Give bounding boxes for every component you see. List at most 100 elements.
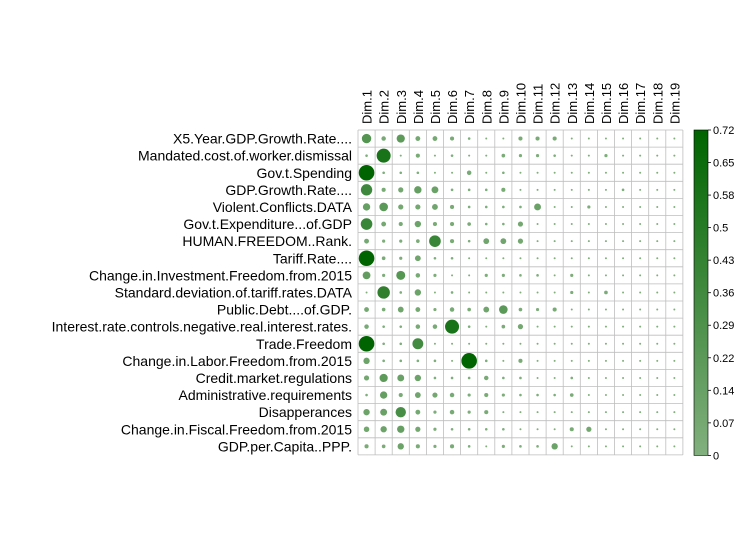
dot-Change.in.Fiscal.Freedom.from.2015-Dim.5 (433, 427, 437, 431)
dot-Interest.rate.controls.negative.real.interest.rates.-Dim.6 (445, 319, 460, 334)
dot-Tariff.Rate....-Dim.4 (414, 255, 421, 262)
dot-Tariff.Rate....-Dim.17 (639, 257, 642, 260)
dot-Violent.Conflicts.DATA-Dim.3 (398, 204, 404, 210)
row-labels: X5.Year.GDP.Growth.Rate....Mandated.cost… (52, 131, 353, 455)
dot-Disapperances-Dim.2 (380, 408, 388, 416)
dot-Interest.rate.controls.negative.real.interest.rates.-Dim.15 (604, 325, 607, 328)
dot-Change.in.Labor.Freedom.from.2015-Dim.17 (639, 359, 642, 362)
dot-HUMAN.FREEDOM..Rank.-Dim.5 (429, 235, 441, 247)
row-label: Public.Debt....of.GDP. (217, 302, 352, 318)
dot-GDP.per.Capita..PPP.-Dim.12 (551, 443, 558, 450)
dot-Mandated.cost.of.worker.dismissal-Dim.11 (535, 154, 540, 158)
dot-Interest.rate.controls.negative.real.interest.rates.-Dim.11 (536, 325, 539, 328)
dot-Change.in.Investment.Freedom.from.2015-Dim.16 (622, 274, 625, 277)
dot-Mandated.cost.of.worker.dismissal-Dim.15 (604, 154, 608, 158)
dot-Gov.t.Expenditure...of.GDP-Dim.4 (414, 220, 422, 228)
dot-X5.Year.GDP.Growth.Rate....-Dim.4 (415, 136, 421, 141)
dot-Change.in.Labor.Freedom.from.2015-Dim.16 (622, 359, 625, 362)
dot-HUMAN.FREEDOM..Rank.-Dim.8 (483, 238, 490, 245)
dot-Gov.t.Expenditure...of.GDP-Dim.1 (360, 218, 373, 230)
dot-Change.in.Labor.Freedom.from.2015-Dim.10 (518, 358, 523, 363)
dot-Mandated.cost.of.worker.dismissal-Dim.4 (415, 153, 420, 158)
dot-Disapperances-Dim.19 (673, 411, 676, 414)
column-label: Dim.12 (548, 83, 563, 124)
dot-Disapperances-Dim.8 (484, 410, 489, 415)
dot-Change.in.Investment.Freedom.from.2015-Dim.7 (468, 274, 471, 277)
dot-Disapperances-Dim.4 (415, 409, 421, 415)
dot-Disapperances-Dim.11 (536, 411, 539, 414)
dot-HUMAN.FREEDOM..Rank.-Dim.1 (364, 238, 369, 244)
dot-Violent.Conflicts.DATA-Dim.19 (673, 205, 676, 208)
dot-Trade.Freedom-Dim.10 (519, 342, 522, 345)
dot-Gov.t.Expenditure...of.GDP-Dim.18 (656, 223, 659, 226)
dot-Public.Debt....of.GDP.-Dim.8 (483, 306, 490, 313)
dot-Violent.Conflicts.DATA-Dim.8 (484, 205, 488, 209)
dot-Trade.Freedom-Dim.4 (412, 338, 424, 350)
dot-Standard.deviation.of.tariff.rates.DATA-Dim.14 (587, 291, 590, 294)
row-label: Mandated.cost.of.worker.dismissal (138, 148, 352, 164)
column-label: Dim.7 (462, 90, 477, 124)
column-label: Dim.14 (582, 83, 597, 124)
dot-Change.in.Investment.Freedom.from.2015-Dim.4 (415, 273, 421, 278)
dot-GDP.per.Capita..PPP.-Dim.8 (485, 445, 488, 448)
dot-Gov.t.Expenditure...of.GDP-Dim.13 (570, 223, 573, 226)
dot-Gov.t.Spending-Dim.5 (433, 171, 436, 174)
dot-Standard.deviation.of.tariff.rates.DATA-Dim.4 (414, 289, 422, 296)
dot-Administrative.requirements-Dim.14 (587, 394, 590, 397)
dot-Change.in.Fiscal.Freedom.from.2015-Dim.2 (380, 426, 387, 433)
dot-Trade.Freedom-Dim.6 (451, 342, 454, 345)
dot-X5.Year.GDP.Growth.Rate....-Dim.5 (432, 136, 438, 141)
dot-GDP.per.Capita..PPP.-Dim.5 (433, 444, 437, 448)
dot-Administrative.requirements-Dim.1 (365, 393, 368, 397)
dot-GDP.per.Capita..PPP.-Dim.3 (397, 443, 404, 450)
dot-Disapperances-Dim.5 (433, 410, 437, 414)
row-label: GDP.per.Capita..PPP. (218, 438, 352, 454)
dot-Gov.t.Spending-Dim.19 (673, 171, 676, 174)
dot-Gov.t.Expenditure...of.GDP-Dim.16 (622, 223, 625, 226)
dot-Gov.t.Expenditure...of.GDP-Dim.14 (587, 223, 590, 226)
dot-Administrative.requirements-Dim.5 (432, 392, 438, 398)
dot-Violent.Conflicts.DATA-Dim.14 (587, 205, 591, 209)
dot-Public.Debt....of.GDP.-Dim.10 (518, 307, 523, 312)
color-legend-bar (693, 129, 709, 456)
dot-Violent.Conflicts.DATA-Dim.5 (432, 204, 438, 210)
dot-Trade.Freedom-Dim.3 (399, 342, 403, 346)
dot-Change.in.Labor.Freedom.from.2015-Dim.9 (502, 359, 505, 362)
dot-Standard.deviation.of.tariff.rates.DATA-Dim.7 (468, 291, 471, 294)
dot-GDP.per.Capita..PPP.-Dim.13 (570, 445, 573, 448)
dot-Violent.Conflicts.DATA-Dim.17 (639, 205, 642, 208)
dot-Violent.Conflicts.DATA-Dim.4 (415, 204, 421, 210)
dot-GDP.Growth.Rate....-Dim.19 (673, 188, 676, 191)
dot-Change.in.Investment.Freedom.from.2015-Dim.18 (656, 274, 659, 277)
dot-Trade.Freedom-Dim.9 (502, 342, 505, 345)
dot-Credit.market.regulations-Dim.5 (433, 376, 437, 380)
dot-Interest.rate.controls.negative.real.interest.rates.-Dim.5 (432, 324, 438, 329)
dot-Mandated.cost.of.worker.dismissal-Dim.12 (553, 154, 556, 157)
dot-Change.in.Fiscal.Freedom.from.2015-Dim.8 (484, 427, 488, 431)
row-label: Trade.Freedom (256, 336, 352, 352)
dot-Change.in.Fiscal.Freedom.from.2015-Dim.13 (569, 427, 574, 432)
dot-Public.Debt....of.GDP.-Dim.13 (570, 308, 573, 311)
dot-HUMAN.FREEDOM..Rank.-Dim.7 (467, 239, 471, 243)
dot-Gov.t.Spending-Dim.6 (451, 171, 454, 174)
dot-Interest.rate.controls.negative.real.interest.rates.-Dim.19 (673, 325, 676, 328)
dot-Tariff.Rate....-Dim.2 (381, 256, 386, 261)
column-label: Dim.18 (650, 83, 665, 124)
dot-Violent.Conflicts.DATA-Dim.9 (502, 205, 505, 209)
dot-Tariff.Rate....-Dim.15 (604, 257, 607, 260)
dot-Public.Debt....of.GDP.-Dim.1 (364, 307, 369, 312)
dot-Public.Debt....of.GDP.-Dim.11 (535, 307, 540, 312)
dot-Administrative.requirements-Dim.6 (449, 392, 455, 398)
dot-Public.Debt....of.GDP.-Dim.16 (622, 308, 625, 311)
row-label: Disapperances (259, 404, 352, 420)
dot-Change.in.Labor.Freedom.from.2015-Dim.2 (382, 359, 385, 363)
dot-HUMAN.FREEDOM..Rank.-Dim.16 (622, 240, 625, 243)
dot-Gov.t.Spending-Dim.10 (519, 171, 522, 174)
dot-Change.in.Fiscal.Freedom.from.2015-Dim.6 (450, 427, 454, 431)
dot-Administrative.requirements-Dim.15 (604, 394, 607, 397)
dot-Tariff.Rate....-Dim.7 (468, 257, 471, 260)
dot-Mandated.cost.of.worker.dismissal-Dim.9 (501, 153, 506, 158)
dot-Change.in.Labor.Freedom.from.2015-Dim.12 (553, 359, 556, 362)
dot-Change.in.Fiscal.Freedom.from.2015-Dim.15 (604, 428, 607, 431)
